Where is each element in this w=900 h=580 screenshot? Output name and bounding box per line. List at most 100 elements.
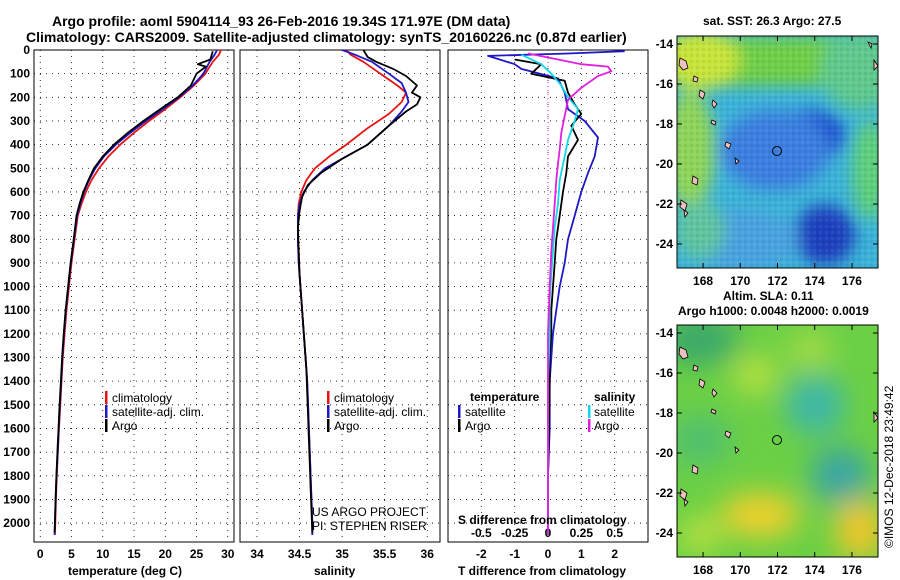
legend-label-satellite: satellite-adj. clim.	[112, 405, 204, 419]
lon-tick-label: 174	[805, 563, 825, 577]
credit-project: US ARGO PROJECT	[312, 505, 427, 519]
series-line-t-satellite	[487, 50, 625, 535]
lat-tick-label: -18	[656, 406, 674, 420]
x-tick-label: 35	[335, 547, 349, 561]
lon-tick-label: 176	[842, 274, 862, 288]
x-tick-label: -2	[476, 547, 487, 561]
lon-tick-label: 170	[730, 563, 750, 577]
legend-label-argo: Argo	[334, 419, 360, 433]
depth-tick-label: 400	[10, 138, 30, 152]
legend-swatch-satellite	[327, 405, 330, 418]
temperature-legend: climatology satellite-adj. clim. Argo	[105, 391, 204, 433]
legend-title-temperature: temperature	[470, 390, 540, 404]
lon-tick-label: 170	[730, 274, 750, 288]
depth-tick-label: 1500	[3, 398, 30, 412]
lat-tick-label: -24	[656, 526, 674, 540]
depth-tick-label: 500	[10, 161, 30, 175]
sla-map-islands	[678, 346, 879, 508]
series-line-argo	[296, 49, 422, 533]
legend-swatch-t-satellite	[458, 405, 461, 418]
x-tick-label: 0	[545, 547, 552, 561]
x-tick-label: 1	[578, 547, 585, 561]
legend-label-climatology: climatology	[334, 391, 394, 405]
legend-label-s-argo: Argo	[594, 419, 620, 433]
salinity-x-axis: 34 34.5 35 35.5 36	[250, 547, 434, 561]
legend-label-climatology: climatology	[112, 391, 172, 405]
lat-tick-label: -14	[656, 326, 674, 340]
depth-tick-label: 1200	[3, 327, 30, 341]
salinity-axis-label: salinity	[314, 564, 356, 578]
x-tick-label: 34.5	[288, 547, 312, 561]
lat-tick-label: -16	[656, 366, 674, 380]
series-line-climatology	[54, 49, 222, 535]
temperature-grid	[34, 49, 234, 542]
sla-map-field	[677, 325, 878, 557]
lat-tick-label: -20	[656, 157, 674, 171]
x-tick-label: 10	[96, 547, 110, 561]
sst-map-field	[677, 36, 878, 268]
depth-tick-label: 1000	[3, 280, 30, 294]
figure-title-line2: Climatology: CARS2009. Satellite-adjuste…	[26, 29, 627, 45]
depth-tick-label: 1300	[3, 351, 30, 365]
lat-tick-label: -14	[656, 37, 674, 51]
sst-float-position-marker	[772, 146, 782, 156]
x-tick-label: 35.5	[373, 547, 397, 561]
depth-tick-label: 700	[10, 209, 30, 223]
lon-tick-label: 172	[767, 274, 787, 288]
temperature-lines	[53, 49, 222, 535]
credit-pi: PI: STEPHEN RISER	[312, 519, 427, 533]
legend-swatch-s-argo	[588, 419, 591, 432]
difference-axis-label: T difference from climatology	[458, 564, 626, 578]
depth-tick-label: 900	[10, 256, 30, 270]
lat-tick-label: -24	[656, 237, 674, 251]
temperature-x-axis: 0 5 10 15 20 25 30	[37, 547, 235, 561]
x-tick-label: 15	[127, 547, 141, 561]
series-line-satellite-adj-clim-	[53, 49, 218, 535]
depth-tick-label: 300	[10, 114, 30, 128]
depth-tick-label: 200	[10, 90, 30, 104]
lon-tick-label: 168	[693, 563, 713, 577]
legend-swatch-satellite	[105, 405, 108, 418]
legend-swatch-t-argo	[458, 419, 461, 432]
series-line-s-argo	[527, 52, 613, 535]
depth-tick-label: 1900	[3, 492, 30, 506]
legend-label-s-satellite: satellite	[594, 405, 635, 419]
series-line-t-argo	[514, 58, 583, 535]
sla-map-axes: 168 170 172 174 176 -14 -16 -18 -20 -22 -24	[656, 325, 878, 577]
lon-tick-label: 172	[767, 563, 787, 577]
x-tick-label: 30	[221, 547, 235, 561]
depth-tick-label: 800	[10, 232, 30, 246]
legend-title-salinity: salinity	[594, 390, 636, 404]
depth-tick-label: 600	[10, 185, 30, 199]
salinity-grid	[240, 49, 440, 542]
sla-map-subtitle: Argo h1000: 0.0048 h2000: 0.0019	[678, 304, 869, 318]
s-difference-axis-label: S difference from climatology	[458, 513, 627, 527]
lat-tick-label: -22	[656, 486, 674, 500]
depth-tick-label: 2000	[3, 516, 30, 530]
legend-swatch-s-satellite	[588, 405, 591, 418]
depth-tick-label: 1400	[3, 374, 30, 388]
difference-legend: temperature salinity satellite Argo sate…	[458, 390, 636, 433]
x-tick-label: -1	[509, 547, 520, 561]
depth-axis: 0 100 200 300 400 500 600 700 800 900 1000 1100 1200…	[3, 43, 30, 530]
x-tick-label: 2	[611, 547, 618, 561]
lat-tick-label: -18	[656, 117, 674, 131]
s-tick-label: 0.5	[606, 526, 623, 540]
x-tick-label: 25	[190, 547, 204, 561]
legend-swatch-climatology	[105, 391, 108, 404]
depth-tick-label: 1600	[3, 421, 30, 435]
temperature-axis-label: temperature (deg C)	[68, 564, 182, 578]
x-tick-label: 5	[68, 547, 75, 561]
difference-panel: -2 -1 0 1 2-0.5 -0.25 0 0.25 0.5 T difference fr…	[447, 49, 649, 578]
sst-map-axes: 168 170 172 174 176 -14 -16 -18 -20 -22 -24	[656, 36, 878, 288]
sst-map-title: sat. SST: 26.3 Argo: 27.5	[703, 14, 842, 28]
depth-tick-label: 1800	[3, 469, 30, 483]
lat-tick-label: -22	[656, 197, 674, 211]
legend-label-t-satellite: satellite	[465, 405, 506, 419]
x-tick-label: 36	[421, 547, 435, 561]
s-tick-label: 0.25	[570, 526, 594, 540]
sla-map: Altim. SLA: 0.11 Argo h1000: 0.0048 h200…	[656, 289, 879, 577]
salinity-legend: climatology satellite-adj. clim. Argo	[327, 391, 426, 433]
legend-swatch-argo	[327, 419, 330, 432]
